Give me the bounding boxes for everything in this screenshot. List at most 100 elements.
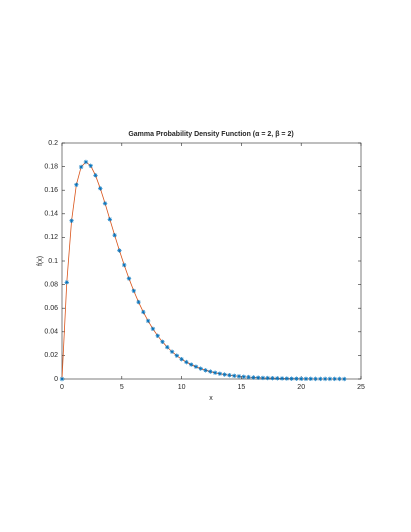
marker bbox=[179, 356, 184, 362]
marker-stroke bbox=[122, 263, 126, 267]
marker-stroke bbox=[170, 349, 174, 354]
x-tick-label: 15 bbox=[238, 384, 246, 391]
x-tick-label: 5 bbox=[120, 384, 124, 391]
marker-stroke bbox=[117, 248, 122, 253]
marker-stroke bbox=[246, 375, 251, 379]
marker bbox=[303, 376, 309, 381]
marker bbox=[107, 217, 113, 222]
marker bbox=[198, 366, 203, 371]
marker-stroke bbox=[165, 345, 170, 349]
marker-stroke bbox=[127, 276, 131, 281]
marker bbox=[255, 375, 261, 380]
marker-stroke bbox=[213, 370, 217, 375]
marker-stroke bbox=[280, 376, 284, 381]
marker-stroke bbox=[304, 376, 308, 381]
marker bbox=[131, 288, 136, 294]
marker bbox=[69, 218, 74, 223]
marker-stroke bbox=[256, 375, 260, 380]
marker bbox=[83, 159, 89, 165]
chart-title: Gamma Probability Density Function (α = … bbox=[128, 131, 293, 138]
y-tick-label: 0.04 bbox=[44, 329, 58, 336]
x-tick-label: 25 bbox=[357, 384, 365, 391]
marker bbox=[332, 376, 337, 382]
marker-stroke bbox=[194, 364, 198, 369]
marker-stroke bbox=[318, 377, 323, 381]
marker-stroke bbox=[79, 165, 83, 169]
marker bbox=[241, 374, 246, 379]
marker-stroke bbox=[251, 375, 256, 380]
marker-stroke bbox=[294, 376, 299, 381]
marker-stroke bbox=[189, 362, 193, 367]
marker bbox=[251, 375, 256, 380]
marker bbox=[342, 376, 347, 382]
marker bbox=[141, 309, 146, 315]
marker bbox=[260, 375, 266, 381]
marker-stroke bbox=[289, 376, 294, 381]
marker bbox=[222, 372, 227, 377]
marker-stroke bbox=[237, 374, 241, 379]
marker-stroke bbox=[261, 376, 265, 380]
marker-stroke bbox=[285, 376, 289, 381]
marker bbox=[275, 376, 280, 381]
marker bbox=[337, 376, 342, 382]
marker bbox=[284, 376, 290, 381]
y-tick-label: 0.14 bbox=[44, 211, 58, 218]
marker-stroke bbox=[131, 289, 136, 293]
marker-stroke bbox=[98, 186, 103, 191]
marker-stroke bbox=[160, 340, 165, 344]
marker bbox=[126, 276, 132, 281]
marker bbox=[93, 173, 98, 178]
marker bbox=[121, 262, 127, 268]
marker bbox=[136, 299, 141, 305]
marker bbox=[203, 368, 208, 373]
marker-stroke bbox=[112, 233, 117, 237]
marker-stroke bbox=[74, 182, 79, 187]
marker bbox=[160, 339, 165, 345]
marker bbox=[289, 376, 294, 381]
marker-stroke bbox=[175, 353, 179, 358]
x-tick-label: 20 bbox=[297, 384, 305, 391]
marker bbox=[322, 376, 328, 382]
marker-stroke bbox=[88, 163, 93, 168]
marker-stroke bbox=[60, 377, 64, 381]
marker bbox=[155, 333, 160, 339]
marker-stroke bbox=[93, 173, 98, 178]
x-axis-label: x bbox=[209, 395, 213, 402]
marker-stroke bbox=[64, 280, 69, 285]
marker-stroke bbox=[265, 376, 270, 380]
marker-stroke bbox=[313, 377, 318, 381]
y-tick-label: 0.02 bbox=[44, 352, 58, 359]
y-tick-label: 0 bbox=[54, 376, 58, 383]
marker bbox=[313, 376, 318, 382]
marker-stroke bbox=[232, 374, 237, 378]
y-tick-label: 0.12 bbox=[44, 234, 58, 241]
marker-stroke bbox=[208, 369, 213, 374]
marker bbox=[265, 375, 270, 381]
marker bbox=[246, 374, 251, 380]
marker bbox=[232, 373, 237, 379]
marker bbox=[236, 374, 242, 379]
marker bbox=[117, 248, 122, 253]
marker bbox=[184, 359, 189, 365]
marker bbox=[98, 186, 103, 191]
marker bbox=[318, 376, 323, 382]
marker-stroke bbox=[203, 368, 208, 373]
marker bbox=[112, 232, 117, 238]
marker-stroke bbox=[146, 319, 150, 323]
marker-stroke bbox=[332, 377, 337, 381]
marker bbox=[174, 353, 180, 358]
marker-stroke bbox=[179, 357, 184, 361]
marker bbox=[208, 369, 213, 374]
marker-stroke bbox=[151, 327, 155, 331]
marker-stroke bbox=[241, 374, 246, 379]
marker bbox=[294, 376, 299, 381]
marker-stroke bbox=[227, 373, 232, 378]
marker bbox=[188, 362, 194, 367]
marker-stroke bbox=[103, 201, 107, 206]
x-tick-label: 10 bbox=[178, 384, 186, 391]
marker bbox=[59, 376, 65, 382]
marker-stroke bbox=[136, 300, 141, 304]
y-tick-label: 0.06 bbox=[44, 305, 58, 312]
marker bbox=[308, 376, 313, 381]
